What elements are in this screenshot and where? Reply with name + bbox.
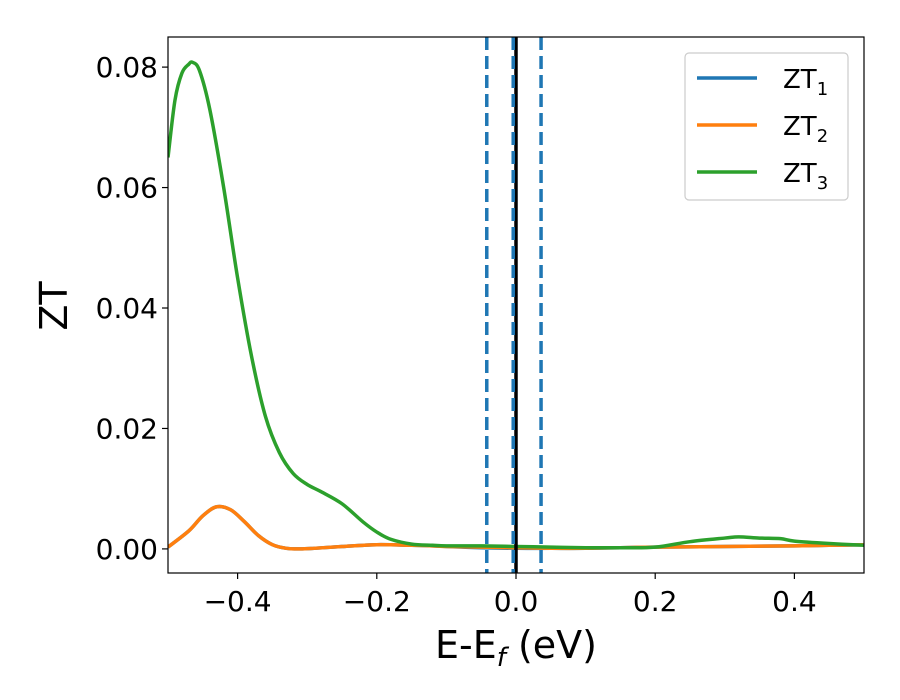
y-tick-label: 0.04 — [96, 292, 158, 325]
x-tick-label: −0.4 — [204, 585, 272, 618]
x-tick-label: 0.0 — [494, 585, 539, 618]
x-tick-label: −0.2 — [343, 585, 411, 618]
y-tick-label: 0.06 — [96, 172, 158, 205]
series-line-3 — [168, 60, 864, 550]
legend-label-2: ZT2 — [783, 112, 828, 147]
legend: ZT1 ZT2 ZT3 — [684, 52, 849, 201]
y-tick-label: 0.00 — [96, 533, 158, 566]
legend-label-3: ZT3 — [783, 159, 828, 194]
x-tick-label: 0.4 — [772, 585, 817, 618]
x-axis-label: E-Ef (eV) — [435, 623, 597, 673]
x-tick-label: 0.2 — [633, 585, 678, 618]
legend-label-1: ZT1 — [783, 65, 828, 100]
legend-box — [684, 52, 849, 201]
y-axis-label: ZT — [32, 281, 76, 331]
tick-marks: −0.4 −0.2 0.0 0.2 0.4 0.00 0.02 0.04 0.06 0.08 — [96, 51, 817, 618]
plot-area — [168, 37, 864, 573]
y-tick-label: 0.02 — [96, 412, 158, 445]
y-tick-label: 0.08 — [96, 51, 158, 84]
